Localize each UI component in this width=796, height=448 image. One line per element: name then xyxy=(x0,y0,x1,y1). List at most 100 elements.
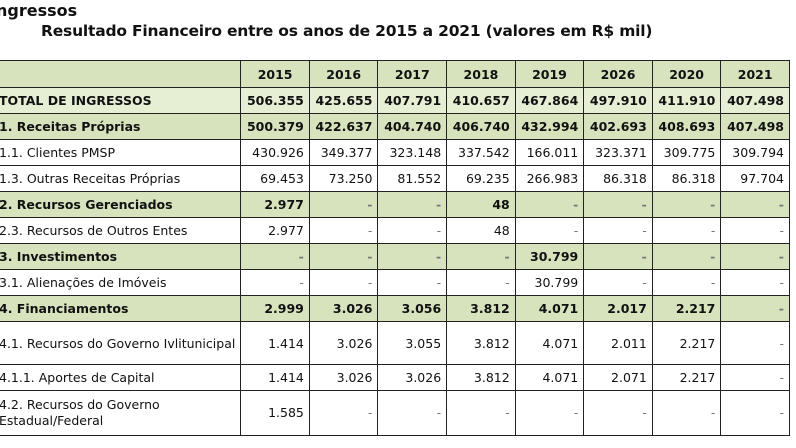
value-cell: - xyxy=(308,217,379,244)
section-row: 1. Receitas Próprias 500.379 422.637 404.74… xyxy=(0,113,790,140)
value-cell: - xyxy=(514,191,585,218)
section-row: 3. Investimentos - - - -30.799- - - xyxy=(0,243,790,270)
value-cell: 337.542 xyxy=(446,139,516,166)
value-cell: - xyxy=(583,191,653,218)
value-cell: 2.977 xyxy=(240,191,310,218)
year-header: 2017 xyxy=(377,60,448,88)
value-cell: 4.071 xyxy=(514,295,585,322)
row-label: 4.1. Recursos do Governo Ivlitunicipal xyxy=(0,321,242,365)
row-label: 2. Recursos Gerenciados xyxy=(0,191,242,218)
value-cell: 3.812 xyxy=(446,364,516,391)
value-cell: 266.983 xyxy=(514,165,585,192)
value-cell: 86.318 xyxy=(651,165,722,192)
value-cell: 3.055 xyxy=(377,321,448,365)
page-heading: ngressos xyxy=(0,1,78,20)
row-label: 4. Financiamentos xyxy=(0,295,242,322)
row-label: 3.1. Alienações de Imóveis xyxy=(0,269,242,296)
value-cell: 497.910 xyxy=(583,87,653,114)
value-cell: 2.017 xyxy=(583,295,653,322)
value-cell: 4.071 xyxy=(514,321,585,365)
table-row: 4.1. Recursos do Governo Ivlitunicipal 1.… xyxy=(0,321,790,365)
table-row: 2.3. Recursos de Outros Entes 2.977- -48- -… xyxy=(0,217,790,244)
value-cell: - xyxy=(240,243,310,270)
value-cell: - xyxy=(446,243,516,270)
value-cell: - xyxy=(446,390,516,436)
value-cell: - xyxy=(720,321,790,365)
value-cell: - xyxy=(377,390,448,436)
value-cell: - xyxy=(720,364,790,391)
value-cell: 402.693 xyxy=(583,113,653,140)
year-header: 2021 xyxy=(720,60,790,88)
value-cell: 406.740 xyxy=(446,113,516,140)
value-cell: - xyxy=(720,243,790,270)
row-label: 2.3. Recursos de Outros Entes xyxy=(0,217,242,244)
value-cell: 48 xyxy=(446,217,516,244)
value-cell: 2.999 xyxy=(240,295,310,322)
value-cell: 48 xyxy=(446,191,516,218)
value-cell: 309.775 xyxy=(651,139,722,166)
value-cell: - xyxy=(377,269,448,296)
value-cell: 3.026 xyxy=(308,295,379,322)
section-row: 4. Financiamentos 2.999 3.026 3.056 3.812 4.0… xyxy=(0,295,790,322)
value-cell: - xyxy=(308,191,379,218)
row-label: 1.3. Outras Receitas Próprias xyxy=(0,165,242,192)
value-cell: - xyxy=(308,269,379,296)
value-cell: - xyxy=(377,191,448,218)
value-cell: 69.235 xyxy=(446,165,516,192)
value-cell: 3.026 xyxy=(308,321,379,365)
value-cell: 81.552 xyxy=(377,165,448,192)
value-cell: - xyxy=(720,217,790,244)
value-cell: 467.864 xyxy=(514,87,585,114)
total-row: TOTAL DE INGRESSOS 506.355 425.655 407.791 4… xyxy=(0,87,790,114)
value-cell: 407.498 xyxy=(720,113,790,140)
row-label: 4.1.1. Aportes de Capital xyxy=(0,364,242,391)
value-cell: 323.371 xyxy=(583,139,653,166)
value-cell: 3.026 xyxy=(377,364,448,391)
value-cell: 2.071 xyxy=(583,364,653,391)
value-cell: 2.977 xyxy=(240,217,310,244)
value-cell: 410.657 xyxy=(446,87,516,114)
value-cell: - xyxy=(651,390,722,436)
value-cell: 97.704 xyxy=(720,165,790,192)
value-cell: - xyxy=(583,217,653,244)
value-cell: 3.026 xyxy=(308,364,379,391)
table-row: 4.1.1. Aportes de Capital 1.414 3.026 3.026… xyxy=(0,364,790,391)
header-label-cell xyxy=(0,60,242,88)
table-row: 4.2. Recursos do Governo Estadual/Federa… xyxy=(0,390,790,436)
value-cell: 422.637 xyxy=(308,113,379,140)
value-cell: 2.217 xyxy=(651,321,722,365)
value-cell: - xyxy=(514,390,585,436)
value-cell: - xyxy=(720,390,790,436)
header-row: 2015 2016 2017 2018 2019 2026 2020 2021 xyxy=(0,60,790,88)
value-cell: - xyxy=(308,243,379,270)
value-cell: 166.011 xyxy=(514,139,585,166)
value-cell: 349.377 xyxy=(308,139,379,166)
value-cell: - xyxy=(651,217,722,244)
value-cell: 30.799 xyxy=(514,243,585,270)
row-label: 1.1. Clientes PMSP xyxy=(0,139,242,166)
value-cell: - xyxy=(651,269,722,296)
value-cell: 69.453 xyxy=(240,165,310,192)
financial-results-table: 2015 2016 2017 2018 2019 2026 2020 2021 TOTAL D… xyxy=(0,60,790,436)
value-cell: - xyxy=(240,269,310,296)
value-cell: - xyxy=(377,217,448,244)
value-cell: - xyxy=(583,243,653,270)
value-cell: - xyxy=(720,295,790,322)
value-cell: 3.056 xyxy=(377,295,448,322)
table-row: 1.3. Outras Receitas Próprias 69.453 73.25… xyxy=(0,165,790,192)
row-label: 4.2. Recursos do Governo Estadual/Federa… xyxy=(0,390,242,436)
value-cell: 407.498 xyxy=(720,87,790,114)
value-cell: 1.585 xyxy=(240,390,310,436)
value-cell: - xyxy=(308,390,379,436)
value-cell: 408.693 xyxy=(651,113,722,140)
year-header: 2018 xyxy=(446,60,516,88)
value-cell: - xyxy=(720,269,790,296)
value-cell: 404.740 xyxy=(377,113,448,140)
value-cell: 3.812 xyxy=(446,321,516,365)
value-cell: 1.414 xyxy=(240,321,310,365)
row-label: 3. Investimentos xyxy=(0,243,242,270)
value-cell: - xyxy=(514,217,585,244)
year-header: 2026 xyxy=(583,60,653,88)
value-cell: 323.148 xyxy=(377,139,448,166)
value-cell: 30.799 xyxy=(514,269,585,296)
